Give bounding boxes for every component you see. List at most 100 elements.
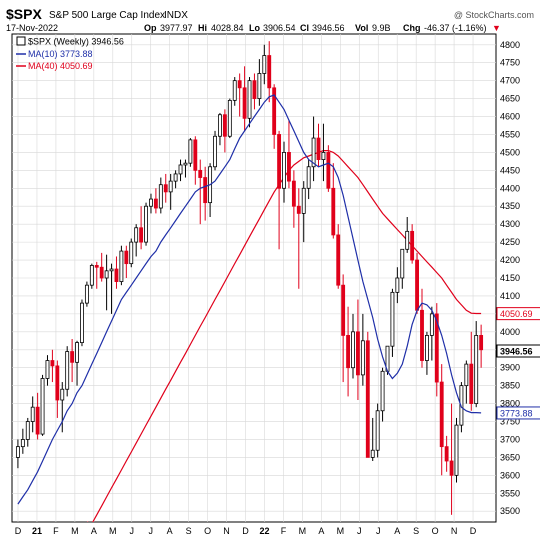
candle <box>326 145 331 192</box>
candle <box>35 392 40 440</box>
candle <box>464 360 469 404</box>
candle-body <box>158 184 163 209</box>
candle <box>479 324 484 368</box>
candle-body <box>370 449 375 458</box>
x-tick-label: J <box>130 526 135 536</box>
candle <box>15 439 20 469</box>
candle <box>415 252 419 314</box>
candle-body <box>380 370 385 412</box>
candle-body <box>341 284 346 336</box>
candle-body <box>291 180 296 207</box>
low-label: Lo <box>249 23 260 33</box>
candle <box>60 382 65 433</box>
candle <box>203 166 208 221</box>
legend-price: $SPX (Weekly) 3946.56 <box>28 37 124 47</box>
candle <box>331 163 336 239</box>
candle <box>193 136 198 185</box>
x-tick-label: S <box>413 526 419 536</box>
candle-body <box>94 265 99 268</box>
x-tick-label: M <box>299 526 307 536</box>
candle <box>474 321 479 408</box>
y-tick-label: 4750 <box>500 58 520 68</box>
candle-body <box>40 378 45 435</box>
candle-body <box>60 388 65 401</box>
candle <box>429 306 434 361</box>
candle <box>341 274 346 383</box>
open-value: 3977.97 <box>160 23 193 33</box>
candle <box>336 224 341 289</box>
candle <box>144 202 148 246</box>
candle <box>45 355 50 386</box>
candle-body <box>114 268 119 282</box>
x-tick-label: J <box>376 526 381 536</box>
x-tick-label: O <box>204 526 211 536</box>
candle-body <box>400 248 405 279</box>
candle <box>198 159 203 225</box>
candle <box>296 188 301 289</box>
candle <box>80 299 84 347</box>
candle <box>257 59 262 106</box>
candle-body <box>326 152 331 189</box>
candle-body <box>449 460 454 476</box>
candle-body <box>262 55 267 74</box>
candle-body <box>390 291 395 347</box>
change-down-icon: ▼ <box>492 23 501 33</box>
y-tick-label: 4700 <box>500 76 520 86</box>
candle-body <box>218 114 222 137</box>
candle <box>119 245 124 286</box>
close-label: Cl <box>300 23 309 33</box>
y-tick-label: 3600 <box>500 470 520 480</box>
y-tick-label: 3900 <box>500 363 520 373</box>
candle-body <box>336 234 341 286</box>
candle-body <box>168 180 173 193</box>
candle <box>25 417 30 447</box>
candle-body <box>395 277 400 293</box>
y-tick-label: 4250 <box>500 237 520 247</box>
index-name: S&P 500 Large Cap Index <box>49 10 165 21</box>
candle <box>153 188 158 214</box>
candle-body <box>237 80 242 89</box>
candle-body <box>80 302 84 343</box>
candle <box>346 306 351 397</box>
candle <box>89 263 94 289</box>
y-tick-label: 4000 <box>500 327 520 337</box>
candle-body <box>70 351 75 363</box>
candle <box>267 41 272 103</box>
candle-body <box>311 137 316 168</box>
candle <box>242 66 247 131</box>
y-tick-label: 4350 <box>500 201 520 211</box>
candle-body <box>444 446 449 462</box>
candle-body <box>469 363 474 404</box>
candle <box>321 123 326 182</box>
y-tick-label: 4800 <box>500 40 520 50</box>
y-tick-label: 4550 <box>500 129 520 139</box>
candle <box>149 193 153 214</box>
candle <box>222 109 227 153</box>
y-tick-label: 3850 <box>500 381 520 391</box>
candle <box>356 299 360 400</box>
y-tick-label: 3700 <box>500 434 520 444</box>
volume-value: 9.9B <box>372 23 391 33</box>
volume-label: Vol <box>355 23 368 33</box>
candle <box>247 77 252 128</box>
candle-body <box>282 152 286 189</box>
candle-body <box>316 137 321 160</box>
low-value: 3906.54 <box>263 23 296 33</box>
price-tag: 3946.56 <box>496 344 540 358</box>
candle-body <box>454 424 459 476</box>
candle-body <box>429 313 434 336</box>
candle <box>40 374 45 436</box>
candle-body <box>134 227 139 243</box>
candle-body <box>15 446 20 458</box>
y-tick-label: 3500 <box>500 506 520 516</box>
watermark: @ StockCharts.com <box>454 10 534 20</box>
x-tick-label: J <box>148 526 153 536</box>
candle <box>434 303 439 397</box>
candle-body <box>20 439 25 448</box>
y-tick-label: 3800 <box>500 399 520 409</box>
x-tick-label: 22 <box>259 526 269 536</box>
y-tick-label: 3550 <box>500 488 520 498</box>
candle <box>449 403 454 515</box>
ma40-tag: 4050.69 <box>496 307 540 321</box>
